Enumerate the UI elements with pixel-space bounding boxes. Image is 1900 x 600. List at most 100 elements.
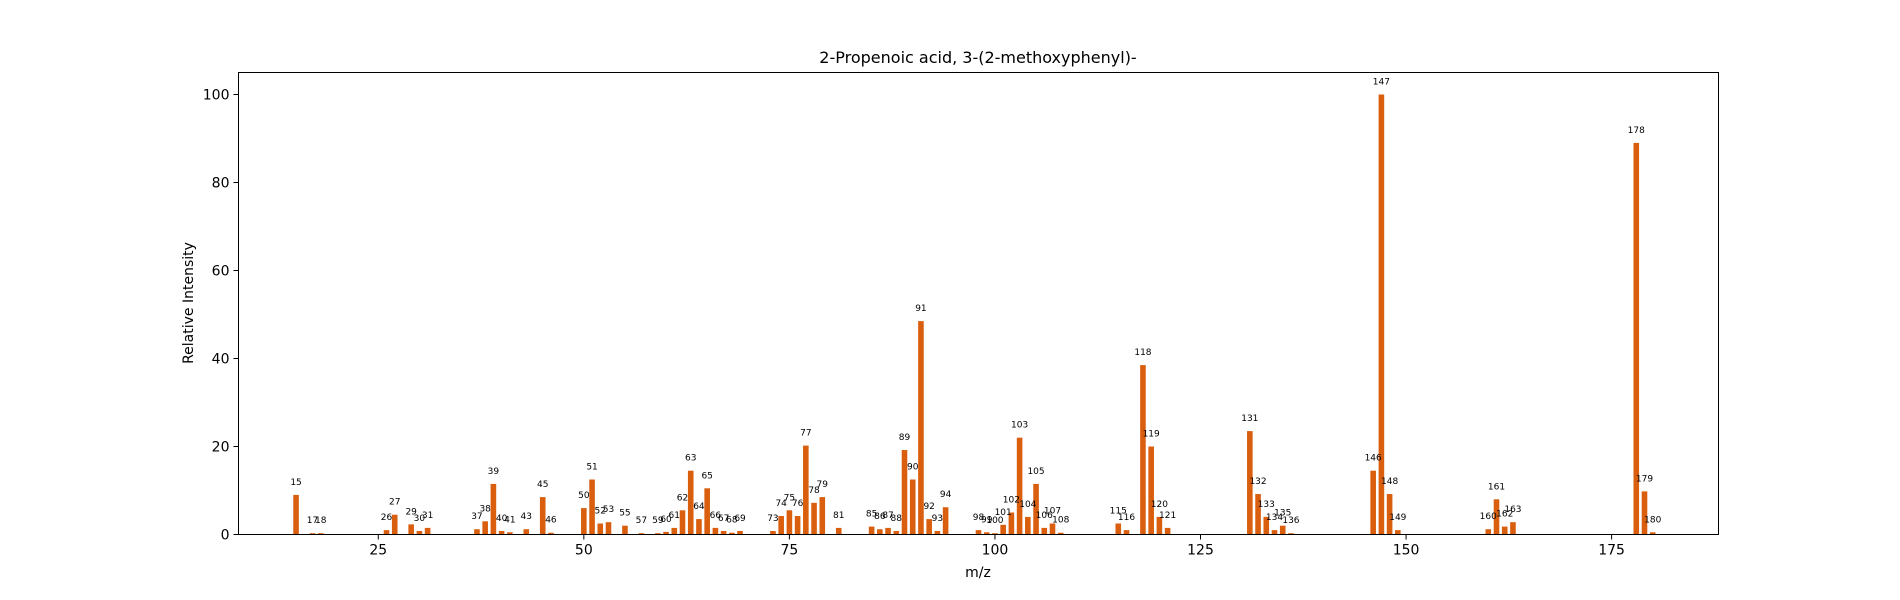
peak-bar-81 — [835, 527, 842, 535]
peak-bar-134 — [1271, 530, 1278, 535]
peak-bar-89 — [901, 450, 908, 535]
bars-layer — [293, 94, 1656, 535]
peak-label-81: 81 — [833, 511, 844, 521]
peak-label-77: 77 — [800, 429, 811, 439]
peak-label-106: 106 — [1036, 511, 1053, 521]
peak-label-136: 136 — [1282, 516, 1299, 526]
peak-bar-132 — [1255, 494, 1261, 535]
peak-label-93: 93 — [932, 514, 943, 524]
peak-bar-162 — [1501, 526, 1508, 535]
peak-label-160: 160 — [1480, 512, 1497, 522]
peak-label-62: 62 — [677, 493, 688, 503]
peak-label-179: 179 — [1636, 474, 1653, 484]
peak-bar-91 — [918, 321, 924, 535]
peak-bar-61 — [671, 527, 678, 535]
peak-label-57: 57 — [636, 516, 647, 526]
peak-bar-85 — [868, 526, 875, 535]
peak-bar-78 — [811, 502, 817, 535]
peak-label-101: 101 — [995, 508, 1012, 518]
peak-label-88: 88 — [891, 514, 903, 524]
peak-bar-55 — [622, 525, 628, 535]
peak-label-178: 178 — [1628, 126, 1645, 136]
peak-label-73: 73 — [767, 514, 778, 524]
y-tick-label-0: 0 — [221, 528, 230, 544]
peak-label-59: 59 — [652, 516, 664, 526]
peak-bar-115 — [1115, 523, 1122, 535]
peak-bar-62 — [679, 510, 686, 535]
x-tick-label-125: 125 — [1187, 543, 1214, 559]
peak-label-45: 45 — [537, 480, 548, 490]
x-tick-label-25: 25 — [369, 543, 387, 559]
peak-label-50: 50 — [578, 491, 590, 501]
peak-bar-15 — [293, 494, 299, 535]
peak-bar-30 — [416, 530, 423, 535]
peak-label-108: 108 — [1052, 516, 1069, 526]
y-tick-label-100: 100 — [203, 88, 230, 104]
peak-label-131: 131 — [1241, 414, 1258, 424]
peak-bar-178 — [1633, 142, 1640, 535]
peak-bar-76 — [794, 516, 801, 535]
peak-bar-180 — [1649, 532, 1656, 535]
peak-bar-121 — [1164, 527, 1171, 535]
peak-label-162: 162 — [1496, 510, 1513, 520]
peak-bar-86 — [877, 529, 883, 535]
peak-label-121: 121 — [1159, 511, 1176, 521]
peak-bar-50 — [581, 508, 587, 535]
peak-bar-41 — [507, 532, 513, 535]
peak-bar-17 — [309, 533, 316, 535]
peak-label-63: 63 — [685, 454, 696, 464]
peak-bar-136 — [1288, 533, 1294, 535]
x-tick-label-75: 75 — [780, 543, 798, 559]
peak-label-149: 149 — [1389, 513, 1406, 523]
peak-bar-92 — [926, 519, 932, 535]
peak-bar-120 — [1156, 516, 1163, 535]
peak-label-31: 31 — [422, 511, 433, 521]
peak-label-15: 15 — [290, 478, 301, 488]
peak-label-18: 18 — [315, 516, 327, 526]
peak-bar-94 — [942, 507, 949, 535]
peak-label-26: 26 — [381, 513, 393, 523]
peak-label-91: 91 — [915, 304, 926, 314]
peak-label-116: 116 — [1118, 513, 1135, 523]
peak-bar-133 — [1263, 516, 1270, 535]
x-tick-label-100: 100 — [982, 543, 1009, 559]
peak-label-135: 135 — [1274, 509, 1291, 519]
peak-label-55: 55 — [619, 509, 630, 519]
y-tick-label-60: 60 — [212, 264, 230, 280]
peak-bar-64 — [696, 519, 702, 535]
peak-bar-40 — [498, 530, 505, 535]
peak-bar-73 — [770, 530, 776, 535]
peak-label-51: 51 — [586, 463, 597, 473]
peak-label-92: 92 — [923, 502, 934, 512]
peak-bar-146 — [1370, 470, 1376, 535]
x-tick-label-150: 150 — [1393, 543, 1420, 559]
peak-label-90: 90 — [907, 463, 919, 473]
peak-bar-106 — [1041, 527, 1048, 535]
peak-label-89: 89 — [899, 433, 911, 443]
chart-title: 2-Propenoic acid, 3-(2-methoxyphenyl)- — [819, 48, 1136, 67]
peak-bar-65 — [704, 488, 710, 535]
peak-bar-27 — [391, 514, 398, 535]
y-axis-label: Relative Intensity — [181, 242, 197, 364]
peak-label-94: 94 — [940, 490, 952, 500]
peak-label-99: 99 — [981, 515, 993, 525]
peak-label-87: 87 — [882, 511, 893, 521]
peak-bar-63 — [687, 470, 694, 535]
peak-bar-147 — [1378, 94, 1385, 535]
peak-bar-51 — [589, 479, 595, 535]
peak-bar-87 — [885, 527, 891, 535]
x-tick-label-50: 50 — [575, 543, 593, 559]
peak-label-30: 30 — [414, 514, 426, 524]
peak-bar-163 — [1510, 522, 1516, 535]
peak-bar-105 — [1033, 483, 1039, 535]
peak-label-69: 69 — [734, 514, 746, 524]
y-axis: 0 20 40 60 80 100 — [203, 88, 239, 544]
peak-bar-90 — [909, 479, 916, 535]
peak-bar-102 — [1008, 512, 1015, 535]
peak-label-148: 148 — [1381, 477, 1398, 487]
peak-bar-31 — [424, 527, 431, 535]
peak-bar-38 — [482, 521, 488, 535]
peak-bar-74 — [778, 516, 784, 535]
peak-label-52: 52 — [595, 507, 606, 517]
